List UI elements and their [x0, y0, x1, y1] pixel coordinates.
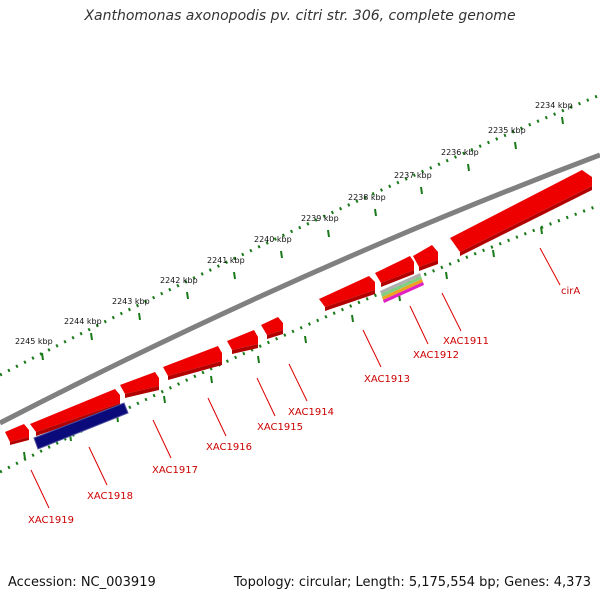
gene-label-XAC1915[interactable]: XAC1915 — [257, 422, 303, 433]
kbp-label: 2235 kbp — [488, 126, 526, 135]
gene-label-XAC1916[interactable]: XAC1916 — [206, 442, 252, 453]
kbp-tick — [374, 208, 377, 217]
kbp-label: 2242 kbp — [160, 276, 198, 285]
kbp-tick — [280, 250, 283, 259]
outer-scale-ring — [0, 93, 600, 377]
kbp-tick — [561, 116, 564, 125]
gene-label-XAC1913[interactable]: XAC1913 — [364, 374, 410, 385]
leader-lines — [30, 247, 561, 509]
inner-ticks — [23, 226, 543, 460]
genome-backbone — [0, 152, 600, 426]
gene-label-XAC1918[interactable]: XAC1918 — [87, 491, 133, 502]
kbp-label: 2244 kbp — [64, 317, 102, 326]
feature-stack[interactable] — [380, 273, 424, 303]
kbp-label: 2241 kbp — [207, 256, 245, 265]
inner-tick — [540, 226, 543, 235]
inner-tick — [163, 395, 166, 404]
kbp-tick — [467, 163, 470, 172]
kbp-label: 2239 kbp — [301, 214, 339, 223]
inner-tick — [445, 271, 448, 280]
kbp-ticks — [41, 116, 564, 361]
gene-block-XAC1917[interactable] — [120, 372, 159, 398]
gene-block-XAC1912[interactable] — [375, 256, 414, 287]
gene-block-XAC1919[interactable] — [5, 424, 29, 445]
inner-tick — [257, 355, 260, 364]
gene-label-XAC1917[interactable]: XAC1917 — [152, 465, 198, 476]
gene-block-XAC1916[interactable] — [163, 346, 222, 380]
gene-block-XAC1915[interactable] — [227, 330, 258, 354]
kbp-label: 2243 kbp — [112, 297, 150, 306]
inner-tick — [23, 451, 26, 460]
inner-tick — [304, 335, 307, 344]
gene-label-cirA[interactable]: cirA — [561, 286, 580, 297]
kbp-labels: 2234 kbp 2235 kbp 2236 kbp 2237 kbp 2238 kbp… — [15, 101, 573, 346]
inner-tick — [351, 314, 354, 323]
kbp-label: 2238 kbp — [348, 193, 386, 202]
topology-text: Topology: circular; Length: 5,175,554 bp… — [233, 575, 591, 590]
gene-label-XAC1919[interactable]: XAC1919 — [28, 515, 74, 526]
kbp-label: 2245 kbp — [15, 337, 53, 346]
gene-label-XAC1911[interactable]: XAC1911 — [443, 336, 489, 347]
highlight-bar[interactable] — [33, 402, 129, 450]
gene-block-XAC1914[interactable] — [261, 317, 283, 339]
kbp-tick — [233, 271, 236, 280]
gene-label-XAC1914[interactable]: XAC1914 — [288, 407, 334, 418]
gene-label-XAC1912[interactable]: XAC1912 — [413, 350, 459, 361]
kbp-tick — [327, 229, 330, 238]
kbp-label: 2240 kbp — [254, 235, 292, 244]
gene-features — [5, 170, 592, 445]
map-title: Xanthomonas axonopodis pv. citri str. 30… — [84, 8, 516, 24]
gene-block-XAC1911[interactable] — [413, 245, 438, 271]
inner-tick — [210, 375, 213, 384]
gene-block-cirA[interactable] — [450, 170, 592, 256]
kbp-label: 2236 kbp — [441, 148, 479, 157]
kbp-label: 2237 kbp — [394, 171, 432, 180]
gene-block-XAC1913[interactable] — [319, 276, 375, 311]
kbp-tick — [90, 332, 93, 341]
kbp-tick — [420, 186, 423, 195]
inner-tick — [492, 249, 495, 258]
kbp-tick — [138, 312, 141, 321]
kbp-tick — [514, 141, 517, 150]
kbp-tick — [186, 291, 189, 300]
accession-text: Accession: NC_003919 — [8, 575, 156, 590]
kbp-label: 2234 kbp — [535, 101, 573, 110]
gene-block-XAC1918[interactable] — [30, 389, 120, 436]
kbp-tick — [41, 352, 44, 361]
